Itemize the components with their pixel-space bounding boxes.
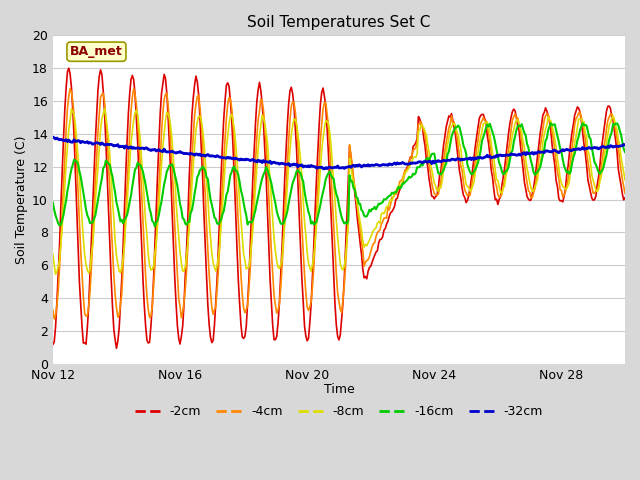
-2cm [49, 342, 57, 348]
-32cm [510, 152, 518, 157]
-2cm [78, 324, 86, 330]
-16cm [547, 120, 555, 126]
-16cm [383, 196, 390, 202]
-2cm [113, 346, 120, 351]
-4cm [511, 111, 519, 117]
-16cm [510, 139, 518, 145]
-4cm [389, 195, 397, 201]
-32cm [77, 140, 84, 145]
-16cm [186, 219, 193, 225]
-32cm [621, 142, 629, 148]
-16cm [151, 224, 159, 229]
-32cm [100, 142, 108, 148]
-8cm [78, 216, 86, 222]
Line: -8cm: -8cm [53, 108, 625, 275]
-4cm [130, 85, 138, 91]
-8cm [187, 205, 195, 211]
-8cm [52, 272, 60, 277]
-4cm [384, 204, 392, 210]
Title: Soil Temperatures Set C: Soil Temperatures Set C [247, 15, 431, 30]
Line: -32cm: -32cm [53, 137, 625, 169]
-4cm [51, 316, 58, 322]
-4cm [102, 116, 109, 121]
Line: -16cm: -16cm [53, 123, 625, 227]
-32cm [383, 162, 390, 168]
Line: -2cm: -2cm [53, 68, 625, 348]
-4cm [49, 308, 57, 313]
-4cm [621, 191, 629, 196]
-2cm [511, 108, 519, 114]
-32cm [49, 134, 57, 140]
-2cm [384, 218, 392, 224]
Text: BA_met: BA_met [70, 45, 123, 58]
-8cm [103, 125, 111, 131]
Legend: -2cm, -4cm, -8cm, -16cm, -32cm: -2cm, -4cm, -8cm, -16cm, -32cm [130, 400, 548, 423]
X-axis label: Time: Time [324, 383, 355, 396]
-16cm [100, 164, 108, 169]
Line: -4cm: -4cm [53, 88, 625, 319]
-8cm [49, 252, 57, 257]
-8cm [389, 195, 397, 201]
-16cm [388, 190, 396, 195]
-4cm [187, 183, 195, 189]
-8cm [100, 106, 108, 111]
Y-axis label: Soil Temperature (C): Soil Temperature (C) [15, 135, 28, 264]
-4cm [78, 270, 86, 276]
-16cm [49, 200, 57, 205]
-8cm [384, 204, 392, 209]
-2cm [621, 195, 629, 201]
-2cm [389, 206, 397, 212]
-8cm [511, 121, 519, 127]
-16cm [77, 174, 84, 180]
-8cm [621, 177, 629, 183]
-32cm [388, 162, 396, 168]
-32cm [184, 151, 192, 156]
-2cm [187, 144, 195, 150]
-2cm [102, 140, 109, 145]
-32cm [321, 166, 328, 172]
-16cm [621, 149, 629, 155]
-2cm [65, 65, 72, 71]
